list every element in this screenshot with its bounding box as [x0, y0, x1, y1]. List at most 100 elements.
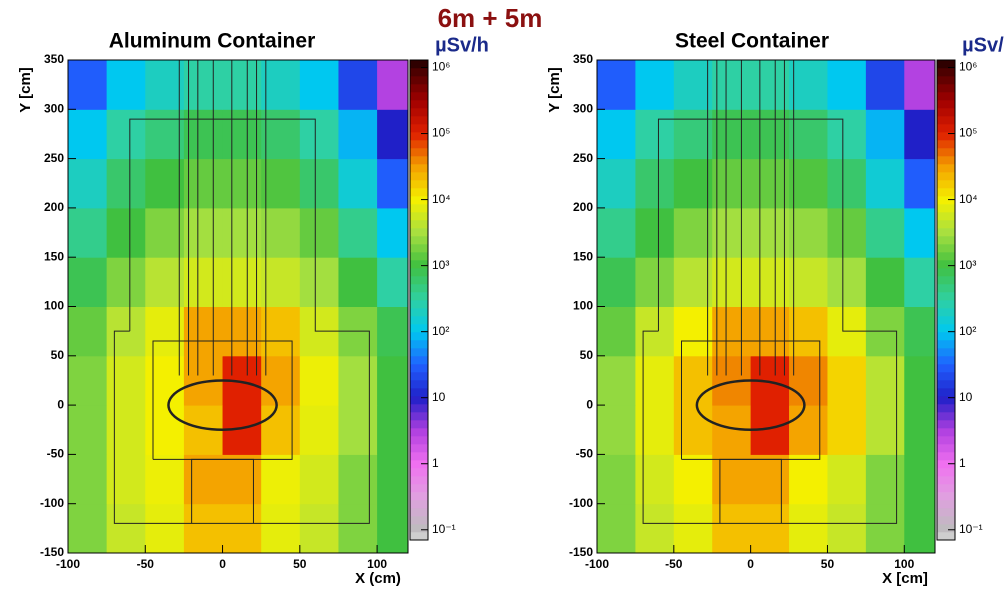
colorbar-band [937, 76, 955, 85]
heat-cell [261, 207, 301, 258]
heat-cell [145, 306, 185, 357]
heat-cell [261, 257, 301, 307]
heat-cell [145, 503, 185, 554]
colorbar-band [410, 348, 428, 357]
y-tick-label: 200 [44, 200, 64, 214]
heat-cell [222, 109, 262, 160]
heat-cell [750, 109, 790, 160]
colorbar-band [410, 316, 428, 325]
heat-cell [865, 60, 905, 110]
heat-cell [712, 454, 752, 505]
colorbar-band [410, 84, 428, 93]
y-tick-label: -150 [569, 545, 593, 559]
heat-cell [183, 60, 224, 110]
heat-cell [904, 257, 936, 307]
colorbar-band [410, 284, 428, 293]
heat-cell [865, 405, 905, 455]
colorbar-band [410, 332, 428, 341]
heat-cell [673, 454, 713, 505]
heat-cell [145, 207, 185, 258]
heat-cell [222, 306, 262, 357]
heat-cell [673, 503, 713, 554]
colorbar-band [937, 356, 955, 365]
heat-cell [145, 109, 185, 160]
heat-cell [597, 158, 636, 209]
y-tick-label: 50 [580, 348, 594, 362]
heat-cell [750, 60, 790, 110]
heat-cell [261, 503, 301, 554]
heat-cell [673, 109, 713, 160]
heat-cell [145, 257, 185, 307]
colorbar-band [410, 228, 428, 237]
heat-cell [635, 158, 675, 209]
colorbar-band [410, 500, 428, 509]
colorbar-band [937, 60, 955, 69]
colorbar-band [937, 532, 955, 541]
colorbar-band [410, 436, 428, 445]
heat-cell [750, 454, 790, 505]
x-tick-label: 100 [894, 557, 914, 571]
colorbar-band [937, 380, 955, 389]
heat-cell [597, 207, 636, 258]
heat-cell [635, 355, 675, 406]
colorbar-band [937, 476, 955, 485]
heat-cell [261, 405, 301, 455]
colorbar-band [410, 156, 428, 165]
colorbar-band [410, 324, 428, 333]
x-axis-label: X [cm] [882, 570, 928, 587]
colorbar-tick-label: 10⁵ [432, 126, 450, 140]
heat-cell [338, 503, 378, 554]
heat-cell [635, 503, 675, 554]
heat-cell [68, 503, 108, 554]
heat-cell [597, 109, 636, 160]
heat-cell [106, 454, 146, 505]
heat-cell [827, 405, 867, 455]
y-tick-label: 250 [573, 151, 593, 165]
y-axis-label: Y [cm] [546, 67, 563, 113]
y-tick-label: 300 [44, 101, 64, 115]
heat-cell [106, 109, 146, 160]
colorbar-band [937, 164, 955, 173]
colorbar-tick-label: 1 [432, 456, 439, 470]
heat-cell [904, 207, 936, 258]
heat-cell [635, 207, 675, 258]
colorbar-band [410, 276, 428, 285]
heat-cell [904, 454, 936, 505]
heat-cell [635, 109, 675, 160]
heat-cell [673, 257, 713, 307]
colorbar-band [937, 348, 955, 357]
heat-cell [865, 207, 905, 258]
chart-title: Steel Container [675, 30, 829, 53]
colorbar-band [937, 100, 955, 109]
y-tick-label: 50 [51, 348, 65, 362]
y-tick-label: 0 [586, 397, 593, 411]
colorbar-band [410, 188, 428, 197]
x-tick-label: -100 [585, 557, 609, 571]
heat-cell [750, 503, 790, 554]
heat-cell [750, 257, 790, 307]
colorbar-band [937, 484, 955, 493]
heat-cell [827, 207, 867, 258]
x-tick-label: -50 [665, 557, 683, 571]
colorbar-band [937, 252, 955, 261]
colorbar-tick-label: 10² [959, 324, 976, 338]
x-tick-label: 100 [367, 557, 387, 571]
colorbar-band [410, 444, 428, 453]
heat-cell [106, 503, 146, 554]
heat-cell [338, 257, 378, 307]
heat-cell [750, 158, 790, 209]
colorbar-band [410, 212, 428, 221]
heat-cell [904, 158, 936, 209]
heat-cell [183, 207, 224, 258]
heat-cell [673, 306, 713, 357]
heat-cell [145, 158, 185, 209]
heat-cell [827, 158, 867, 209]
colorbar-band [410, 380, 428, 389]
heat-cell [597, 454, 636, 505]
colorbar-band [410, 372, 428, 381]
heat-cell [68, 306, 108, 357]
colorbar-band [410, 140, 428, 149]
heat-cell [904, 60, 936, 110]
outline [191, 458, 254, 524]
